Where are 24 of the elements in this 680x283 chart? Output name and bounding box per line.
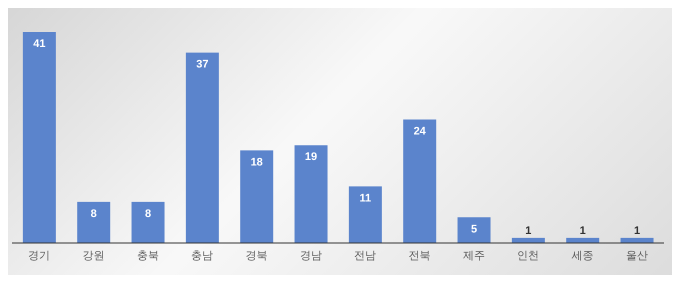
x-tick-label: 제주 bbox=[462, 250, 485, 262]
data-label: 5 bbox=[470, 223, 478, 236]
data-label: 19 bbox=[304, 151, 318, 164]
x-tick-label: 전남 bbox=[354, 250, 376, 262]
x-tick-label: 울산 bbox=[626, 250, 648, 262]
data-label: 8 bbox=[144, 208, 152, 220]
data-label: 1 bbox=[580, 224, 586, 237]
x-tick-label: 경기 bbox=[28, 250, 50, 262]
data-label: 1 bbox=[634, 224, 640, 237]
data-label: 24 bbox=[414, 125, 427, 138]
x-tick-label: 경북 bbox=[246, 250, 268, 262]
x-tick-label: 인천 bbox=[517, 250, 540, 262]
data-label: 37 bbox=[196, 58, 208, 71]
x-tick-label: 충남 bbox=[191, 250, 214, 262]
data-label: 41 bbox=[33, 38, 46, 50]
x-tick-label: 강원 bbox=[82, 250, 104, 262]
x-tick-label: 충북 bbox=[136, 250, 159, 262]
x-tick-label: 전북 bbox=[408, 250, 430, 262]
data-label: 11 bbox=[360, 192, 372, 204]
data-label: 8 bbox=[90, 208, 97, 220]
x-tick-label: 경남 bbox=[300, 250, 322, 262]
data-label: 18 bbox=[250, 156, 263, 168]
data-label: 1 bbox=[525, 224, 532, 237]
x-tick-label: 세종 bbox=[572, 250, 594, 262]
